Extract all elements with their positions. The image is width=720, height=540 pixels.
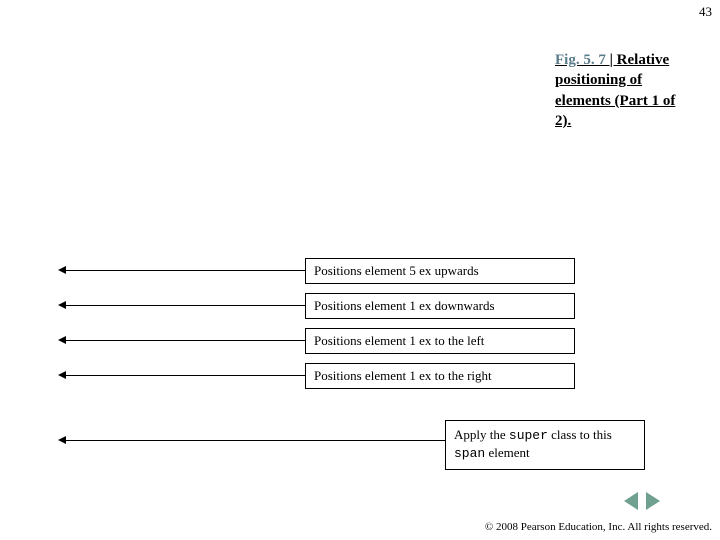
figure-caption: Fig. 5. 7 | Relative positioning of elem…	[555, 50, 695, 131]
nav-triangles	[624, 492, 660, 510]
arrow-head-icon	[58, 266, 66, 274]
arrow-line	[60, 340, 305, 341]
callout-box: Positions element 5 ex upwards	[305, 258, 575, 284]
arrow-line	[60, 440, 445, 441]
apply-pre: Apply the	[454, 427, 509, 442]
arrow-line	[60, 270, 305, 271]
figure-number: Fig. 5. 7	[555, 52, 610, 68]
arrow-line	[60, 305, 305, 306]
arrow-head-icon	[58, 436, 66, 444]
arrow-line	[60, 375, 305, 376]
callout-box: Positions element 1 ex downwards	[305, 293, 575, 319]
prev-triangle-icon[interactable]	[624, 492, 638, 510]
arrow-head-icon	[58, 336, 66, 344]
apply-mid: class to this	[548, 427, 612, 442]
arrow-head-icon	[58, 301, 66, 309]
callout-box: Positions element 1 ex to the right	[305, 363, 575, 389]
copyright: © 2008 Pearson Education, Inc. All right…	[485, 521, 712, 534]
apply-callout: Apply the super class to this span eleme…	[445, 420, 645, 470]
apply-code-span: span	[454, 446, 485, 461]
apply-post: element	[485, 445, 529, 460]
figure-separator: |	[610, 52, 617, 68]
page-number: 43	[699, 4, 712, 20]
apply-code-super: super	[509, 428, 548, 443]
arrow-head-icon	[58, 371, 66, 379]
next-triangle-icon[interactable]	[646, 492, 660, 510]
callout-box: Positions element 1 ex to the left	[305, 328, 575, 354]
